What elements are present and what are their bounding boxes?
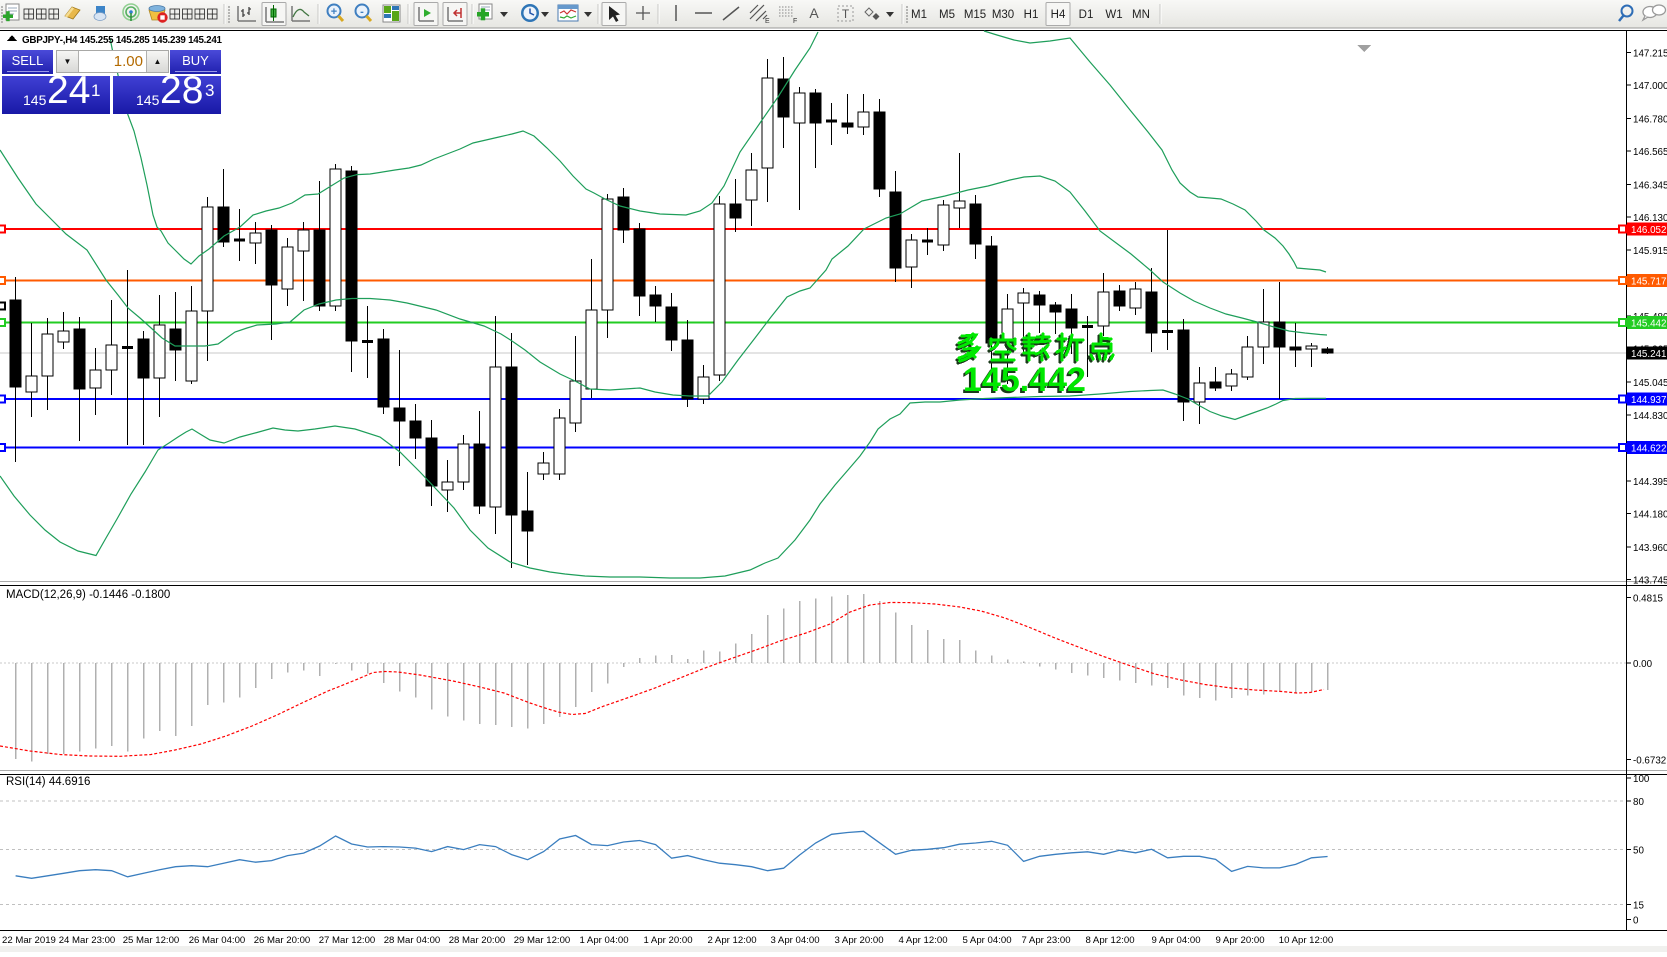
svg-text:26 Mar 04:00: 26 Mar 04:00: [189, 935, 246, 946]
svg-text:25 Mar 12:00: 25 Mar 12:00: [123, 935, 180, 946]
svg-text:RSI(14) 44.6916: RSI(14) 44.6916: [6, 776, 90, 788]
svg-text:M5: M5: [939, 9, 955, 21]
svg-text:1 Apr 04:00: 1 Apr 04:00: [579, 935, 628, 946]
svg-text:144.395: 144.395: [1633, 477, 1667, 488]
svg-text:2 Apr 12:00: 2 Apr 12:00: [707, 935, 756, 946]
svg-text:145.442: 145.442: [961, 363, 1084, 401]
svg-text:146.345: 146.345: [1633, 181, 1667, 192]
svg-text:+: +: [331, 6, 337, 18]
svg-text:144.830: 144.830: [1633, 411, 1667, 422]
svg-text:8 Apr 12:00: 8 Apr 12:00: [1085, 935, 1134, 946]
svg-text:5 Apr 04:00: 5 Apr 04:00: [962, 935, 1011, 946]
svg-text:MN: MN: [1132, 9, 1150, 21]
svg-text:26 Mar 20:00: 26 Mar 20:00: [254, 935, 311, 946]
svg-text:-: -: [360, 6, 364, 18]
svg-text:28 Mar 04:00: 28 Mar 04:00: [384, 935, 441, 946]
svg-text:145.717: 145.717: [1631, 277, 1666, 288]
svg-text:144.937: 144.937: [1631, 395, 1666, 406]
svg-text:24 Mar 23:00: 24 Mar 23:00: [59, 935, 116, 946]
svg-text:27 Mar 12:00: 27 Mar 12:00: [319, 935, 376, 946]
svg-text:T: T: [842, 7, 850, 21]
svg-text:0: 0: [1633, 916, 1639, 927]
svg-text:0.00: 0.00: [1633, 659, 1653, 670]
svg-text:4 Apr 12:00: 4 Apr 12:00: [898, 935, 947, 946]
svg-text:145.241: 145.241: [1631, 349, 1666, 360]
svg-text:GBPJPY-,H4 145.255 145.285 14: GBPJPY-,H4 145.255 145.285 145.239 145.2…: [22, 35, 223, 46]
svg-text:7 Apr 23:00: 7 Apr 23:00: [1021, 935, 1070, 946]
svg-text:144.180: 144.180: [1633, 510, 1667, 521]
svg-text:H1: H1: [1024, 9, 1039, 21]
svg-text:F: F: [793, 18, 797, 25]
svg-text:M30: M30: [992, 9, 1014, 21]
svg-text:3 Apr 04:00: 3 Apr 04:00: [770, 935, 819, 946]
svg-text:146.052: 146.052: [1631, 225, 1666, 236]
svg-text:D1: D1: [1079, 9, 1094, 21]
svg-text:3 Apr 20:00: 3 Apr 20:00: [834, 935, 883, 946]
svg-text:-0.6732: -0.6732: [1633, 756, 1666, 767]
svg-text:147.215: 147.215: [1633, 48, 1667, 59]
svg-text:28 Mar 20:00: 28 Mar 20:00: [449, 935, 506, 946]
svg-text:143.745: 143.745: [1633, 576, 1667, 587]
svg-text:MACD(12,26,9) -0.1446 -0.1800: MACD(12,26,9) -0.1446 -0.1800: [6, 589, 170, 601]
svg-text:80: 80: [1633, 797, 1644, 808]
svg-text:9 Apr 04:00: 9 Apr 04:00: [1151, 935, 1200, 946]
svg-text:W1: W1: [1105, 9, 1122, 21]
svg-text:146.780: 146.780: [1633, 114, 1667, 125]
svg-text:9 Apr 20:00: 9 Apr 20:00: [1215, 935, 1264, 946]
svg-text:29 Mar 12:00: 29 Mar 12:00: [514, 935, 571, 946]
svg-text:144.622: 144.622: [1631, 444, 1666, 455]
svg-text:15: 15: [1633, 901, 1644, 912]
svg-text:10 Apr 12:00: 10 Apr 12:00: [1279, 935, 1333, 946]
svg-text:1 Apr 20:00: 1 Apr 20:00: [643, 935, 692, 946]
svg-text:M1: M1: [911, 9, 927, 21]
svg-text:0.4815: 0.4815: [1633, 594, 1664, 605]
svg-text:146.130: 146.130: [1633, 213, 1667, 224]
svg-text:147.000: 147.000: [1633, 81, 1667, 92]
svg-text:143.960: 143.960: [1633, 543, 1667, 554]
svg-text:146.565: 146.565: [1633, 147, 1667, 158]
svg-text:100: 100: [1633, 774, 1650, 785]
svg-text:M15: M15: [964, 9, 986, 21]
svg-text:145.915: 145.915: [1633, 246, 1667, 257]
svg-text:H4: H4: [1051, 9, 1066, 21]
svg-text:22 Mar 2019: 22 Mar 2019: [2, 935, 56, 946]
svg-text:A: A: [809, 5, 819, 21]
svg-text:145.045: 145.045: [1633, 378, 1667, 389]
svg-text:145.442: 145.442: [963, 361, 1086, 399]
svg-text:E: E: [765, 18, 770, 25]
svg-text:50: 50: [1633, 846, 1644, 857]
svg-text:145.442: 145.442: [1631, 319, 1666, 330]
